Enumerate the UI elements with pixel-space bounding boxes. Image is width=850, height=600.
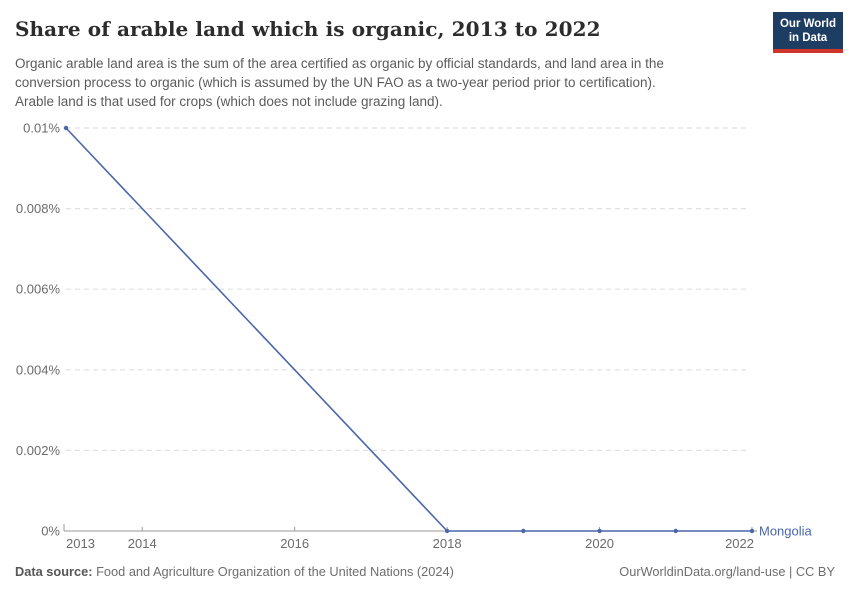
data-point	[597, 528, 602, 534]
owid-logo-line2: in Data	[788, 31, 828, 44]
y-axis-tick-label: 0.01%	[23, 121, 60, 136]
footer-attribution: OurWorldinData.org/land-use | CC BY	[619, 564, 835, 579]
chart-subtitle: Organic arable land area is the sum of t…	[15, 54, 664, 111]
data-point	[749, 528, 755, 534]
x-axis-tick-label: 2022	[725, 536, 754, 551]
chart-subtitle-line: conversion process to organic (which is …	[15, 75, 656, 90]
y-axis-tick-label: 0.004%	[16, 362, 61, 377]
data-source: Data source: Food and Agriculture Organi…	[15, 564, 454, 579]
chart-subtitle-line: Arable land is that used for crops (whic…	[15, 94, 443, 109]
owid-logo: Our World in Data	[773, 12, 843, 53]
data-point	[521, 528, 526, 534]
data-source-label: Data source:	[15, 564, 93, 579]
x-axis-tick-label: 2018	[433, 536, 462, 551]
y-axis-tick-label: 0.002%	[16, 443, 61, 458]
x-axis-tick-label: 2016	[280, 536, 309, 551]
entity-label: Mongolia	[759, 524, 813, 539]
data-point	[673, 528, 678, 534]
series-line-mongolia	[65, 127, 752, 532]
chart-subtitle-line: Organic arable land area is the sum of t…	[15, 56, 664, 71]
chart-footer: Data source: Food and Agriculture Organi…	[15, 564, 835, 579]
x-axis-tick-label: 2020	[585, 536, 614, 551]
x-axis-tick-label: 2014	[128, 536, 157, 551]
y-axis-tick-label: 0.008%	[16, 201, 61, 216]
owid-logo-line1: Our World	[779, 18, 836, 30]
chart-title: Share of arable land which is organic, 2…	[15, 17, 601, 41]
x-axis-tick-label: 2013	[66, 536, 95, 551]
data-source-text: Food and Agriculture Organization of the…	[96, 564, 454, 579]
y-axis-tick-label: 0.006%	[16, 282, 61, 297]
data-point	[63, 125, 69, 131]
y-axis-tick-label: 0%	[41, 524, 60, 539]
data-point	[444, 528, 450, 534]
